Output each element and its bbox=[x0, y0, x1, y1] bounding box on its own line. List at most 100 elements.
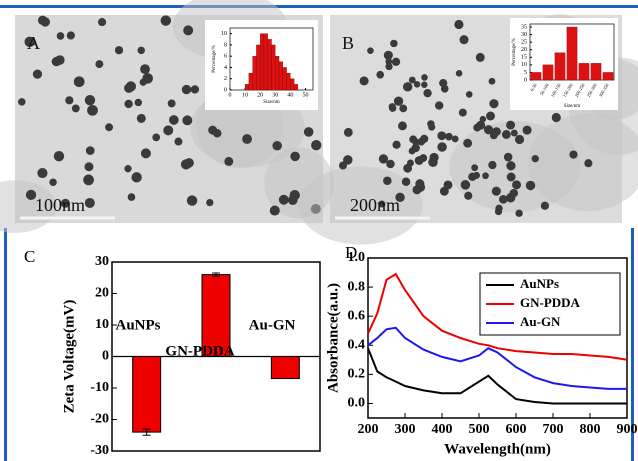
particle bbox=[551, 112, 561, 123]
shading bbox=[528, 113, 638, 211]
histogram-bar bbox=[293, 84, 299, 91]
particle bbox=[491, 186, 501, 196]
particle bbox=[32, 69, 43, 79]
particle bbox=[401, 177, 411, 187]
particle bbox=[140, 64, 150, 75]
panel-label: C bbox=[24, 247, 35, 266]
particle bbox=[181, 84, 192, 95]
legend-label: GN-PDDA bbox=[520, 295, 581, 310]
particle bbox=[359, 76, 369, 86]
particle bbox=[71, 104, 80, 113]
x-tick-label: 700 bbox=[543, 422, 564, 437]
particle bbox=[408, 76, 416, 84]
x-tick-label: 800 bbox=[580, 422, 601, 437]
category-label: Au-GN bbox=[249, 317, 296, 333]
particle bbox=[95, 60, 104, 69]
histogram-bar bbox=[286, 72, 291, 91]
y-tick-label: 4 bbox=[224, 65, 227, 71]
particle bbox=[183, 25, 194, 36]
particle bbox=[98, 18, 107, 27]
shading bbox=[0, 180, 57, 233]
particle bbox=[505, 193, 516, 203]
y-tick-label: 0.8 bbox=[348, 279, 366, 294]
particle bbox=[569, 150, 578, 159]
particle bbox=[343, 155, 353, 165]
y-tick-label: 0.4 bbox=[348, 337, 366, 352]
particle bbox=[540, 201, 550, 210]
particle bbox=[391, 57, 401, 66]
particle bbox=[488, 77, 496, 85]
x-tick-label: 40 bbox=[287, 92, 293, 98]
particle bbox=[184, 158, 194, 168]
x-tick-label: 900 bbox=[617, 422, 638, 437]
particle bbox=[421, 74, 428, 81]
particle bbox=[455, 69, 463, 77]
y-tick-label: 0.6 bbox=[348, 308, 366, 323]
particle bbox=[522, 125, 532, 135]
histogram-bar bbox=[260, 33, 265, 91]
particle bbox=[65, 96, 74, 105]
bar bbox=[201, 274, 231, 358]
particle bbox=[383, 176, 392, 186]
particle bbox=[127, 193, 136, 201]
particle bbox=[386, 159, 395, 169]
y-tick-label: 20 bbox=[95, 286, 109, 301]
particle bbox=[367, 47, 374, 54]
particle bbox=[287, 195, 298, 206]
y-tick-label: -30 bbox=[90, 443, 109, 458]
particle bbox=[471, 164, 479, 172]
particle bbox=[169, 115, 179, 125]
particle bbox=[468, 172, 477, 181]
histogram-bar bbox=[256, 44, 261, 91]
y-tick-label: 8 bbox=[224, 42, 227, 48]
y-tick-label: 10 bbox=[95, 317, 109, 332]
particle bbox=[390, 39, 398, 48]
left-rule bbox=[4, 228, 7, 461]
x-tick-label: 10 bbox=[242, 92, 248, 98]
error-bar bbox=[142, 428, 151, 436]
legend-label: AuNPs bbox=[520, 276, 559, 291]
y-tick-label: 25 bbox=[521, 40, 527, 46]
particle bbox=[473, 123, 482, 132]
particle bbox=[51, 56, 62, 67]
particle bbox=[124, 165, 132, 173]
y-tick-label: 30 bbox=[95, 254, 109, 269]
particle bbox=[18, 98, 26, 106]
particle bbox=[60, 198, 70, 208]
particle bbox=[482, 172, 489, 180]
panel-label: B bbox=[342, 33, 354, 53]
histogram-bar bbox=[290, 78, 295, 91]
x-axis-label: Wavelength(nm) bbox=[444, 441, 551, 457]
y-tick-label: 2 bbox=[224, 76, 227, 82]
y-tick-label: 0.0 bbox=[348, 396, 366, 411]
particle bbox=[56, 32, 65, 40]
bar bbox=[270, 356, 300, 380]
x-tick-label: 0 bbox=[229, 92, 232, 98]
particle bbox=[399, 104, 408, 113]
particle bbox=[383, 50, 393, 60]
error-bar bbox=[212, 272, 220, 277]
particle bbox=[378, 154, 389, 164]
particle bbox=[506, 120, 516, 130]
particle bbox=[378, 200, 386, 208]
particle bbox=[479, 115, 487, 123]
x-tick-label: 300 bbox=[395, 422, 416, 437]
y-tick-label: 0 bbox=[102, 349, 109, 364]
particle bbox=[514, 134, 525, 145]
particle bbox=[213, 129, 222, 138]
histogram-bar bbox=[248, 72, 253, 91]
particle bbox=[66, 31, 75, 40]
scale-bar-label: 200nm bbox=[350, 195, 400, 215]
particle bbox=[510, 129, 518, 137]
particle bbox=[343, 127, 353, 137]
y-axis-label: Absorbance(a.u.) bbox=[325, 283, 341, 393]
right-rule bbox=[631, 228, 634, 461]
x-tick-label: 400 bbox=[432, 422, 453, 437]
x-tick-label: 50-100 bbox=[539, 82, 550, 96]
particle bbox=[186, 195, 198, 206]
bar bbox=[590, 63, 602, 81]
particle bbox=[512, 180, 522, 190]
panel-label: D bbox=[345, 243, 357, 262]
particle bbox=[272, 141, 282, 151]
particle bbox=[83, 174, 94, 186]
